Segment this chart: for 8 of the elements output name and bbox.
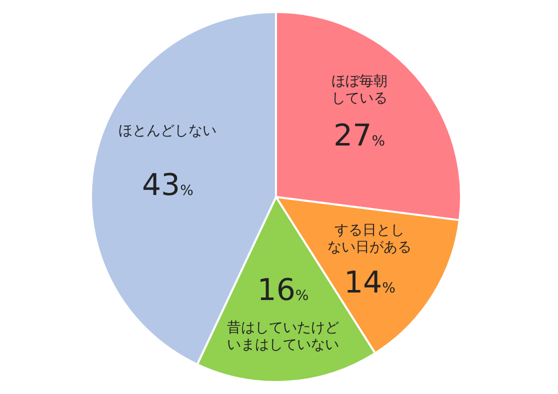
data-label: 14% (344, 265, 396, 300)
data-label: 16% (257, 272, 309, 308)
slice-label: ほとんどしない (118, 122, 217, 139)
data-label: 27% (334, 118, 386, 154)
slice-label: ほぼ毎朝している (331, 74, 388, 107)
data-label: 43% (142, 168, 194, 203)
slice-label: 昔はしていたけどいまはしていない (226, 320, 339, 353)
slice-label: する日としない日がある (328, 222, 412, 256)
